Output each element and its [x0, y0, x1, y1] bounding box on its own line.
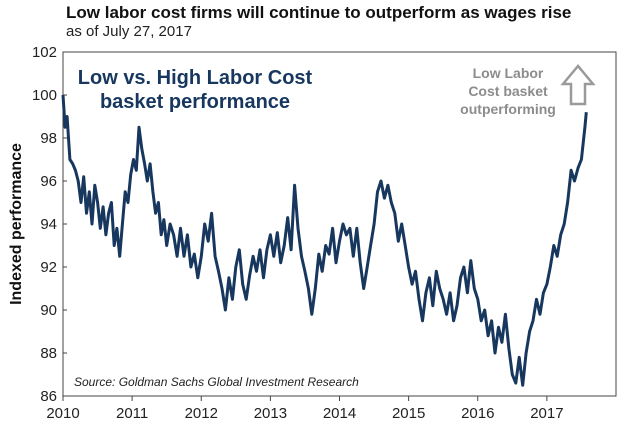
y-tick-label: 86	[40, 388, 57, 405]
y-tick-label: 102	[32, 44, 57, 61]
x-tick-label: 2012	[185, 405, 218, 422]
chart-subtitle: as of July 27, 2017	[66, 23, 192, 40]
series-label-line-1: Low vs. High Labor Cost	[78, 67, 313, 89]
x-tick-label: 2013	[254, 405, 287, 422]
y-tick-label: 92	[40, 259, 57, 276]
y-tick-label: 90	[40, 302, 57, 319]
series-label-line-2: basket performance	[100, 91, 290, 113]
y-axis-label: Indexed performance	[8, 143, 25, 305]
y-tick-label: 96	[40, 173, 57, 190]
series-line	[61, 94, 588, 387]
up-arrow-icon	[560, 64, 596, 106]
chart-title: Low labor cost firms will continue to ou…	[66, 3, 572, 22]
y-axis-ticks: 86 88 90 92 94 96 98 100 102	[32, 44, 67, 405]
source-note: Source: Goldman Sachs Global Investment …	[74, 375, 359, 389]
x-tick-label: 2017	[530, 405, 563, 422]
x-tick-label: 2015	[392, 405, 425, 422]
x-tick-label: 2010	[46, 405, 79, 422]
x-tick-label: 2011	[116, 405, 148, 422]
annotation-line-3: outperforming	[460, 101, 556, 117]
annotation-line-1: Low Labor	[473, 65, 544, 81]
annotation-line-2: Cost basket	[468, 83, 548, 99]
x-tick-label: 2016	[461, 405, 494, 422]
y-tick-label: 100	[32, 87, 57, 104]
x-axis-ticks: 2010 2011 2012 2013 2014 2015 2016 2017	[46, 396, 564, 422]
y-tick-label: 88	[40, 345, 57, 362]
y-tick-label: 94	[40, 216, 57, 233]
x-tick-label: 2014	[323, 405, 356, 422]
y-tick-label: 98	[40, 130, 57, 147]
